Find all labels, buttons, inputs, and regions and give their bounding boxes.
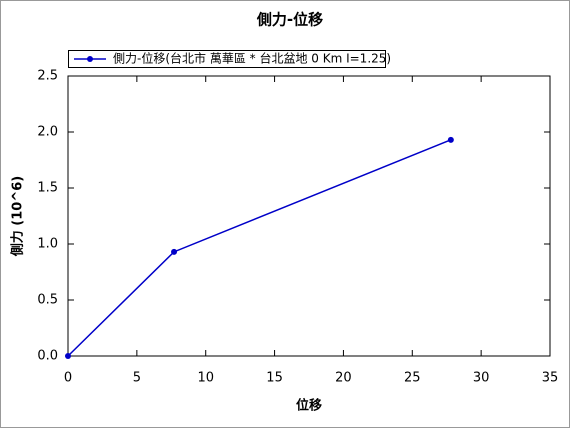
y-tick-label: 1.5 [37,181,58,196]
y-tick-label: 0.5 [37,293,58,308]
y-axis-label: 側力 (10^6) [10,176,26,257]
x-tick-label: 0 [64,371,72,386]
point [171,248,178,255]
x-tick-label: 10 [197,371,214,386]
legend-label: 側力-位移(台北市 萬華區 * 台北盆地 0 Km I=1.25) [113,51,391,66]
x-tick-label: 20 [335,371,352,386]
y-tick-label: 0.0 [37,349,58,364]
point [65,353,71,359]
x-axis-label: 位移 [296,398,322,414]
y-tick-label: 2.5 [37,69,58,84]
x-tick-label: 25 [404,371,421,386]
legend-marker [87,56,93,62]
chart-title: 側力-位移 [256,11,323,29]
x-tick-label: 5 [133,371,141,386]
plot-frame [67,75,551,357]
x-tick-label: 15 [266,371,283,386]
x-tick-label: 30 [473,371,490,386]
legend-box [68,50,386,68]
y-tick-label: 2.0 [37,125,58,140]
x-tick-label: 35 [542,371,559,386]
y-tick-label: 1.0 [37,237,58,252]
point [447,136,454,143]
